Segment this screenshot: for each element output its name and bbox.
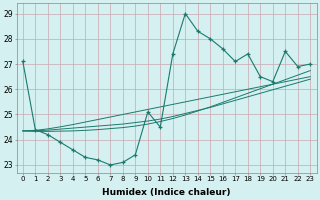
X-axis label: Humidex (Indice chaleur): Humidex (Indice chaleur)	[102, 188, 231, 197]
